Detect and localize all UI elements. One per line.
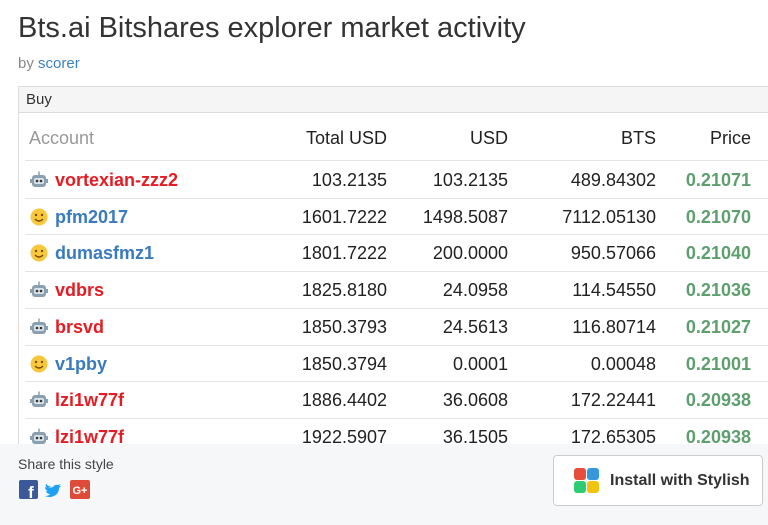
number-cell: 7112.05130 — [562, 206, 656, 227]
number-cell: 489.84302 — [570, 170, 656, 190]
author-link[interactable]: scorer — [38, 55, 80, 72]
price-cell: 0.21036 — [685, 280, 751, 301]
number-cell: 172.22441 — [570, 390, 656, 411]
price-cell: 0.20938 — [685, 426, 751, 447]
number-cell: 116.80714 — [572, 316, 656, 337]
number-cell: 24.0958 — [442, 280, 508, 301]
row-separator — [25, 417, 768, 419]
column-header: Total USD — [305, 128, 387, 148]
price-cell: 0.21027 — [685, 316, 751, 337]
column-header: USD — [469, 128, 508, 148]
row-separator — [25, 271, 768, 273]
robot-icon — [30, 391, 48, 408]
smiley-icon — [30, 355, 48, 372]
byline: by scorer — [18, 55, 80, 72]
column-header: Account — [29, 128, 95, 148]
row-separator — [25, 197, 768, 199]
account-name: vdbrs — [55, 280, 105, 301]
google-glyph: G+ — [73, 485, 88, 497]
column-header: Price — [709, 128, 751, 148]
share-label: Share this style — [18, 456, 114, 472]
robot-icon — [30, 281, 48, 298]
account-name: v1pby — [55, 353, 108, 374]
stylish-logo — [574, 468, 599, 493]
number-cell: 1850.3793 — [301, 316, 387, 337]
page-title: Bts.ai Bitshares explorer market activit… — [18, 12, 526, 44]
robot-icon — [30, 428, 48, 444]
install-label: Install with Stylish — [610, 472, 750, 489]
number-cell: 950.57066 — [570, 243, 656, 264]
row-separator — [25, 381, 768, 383]
number-cell: 0.0001 — [452, 353, 508, 374]
price-cell: 0.21040 — [685, 243, 751, 264]
account-name: pfm2017 — [55, 206, 129, 227]
number-cell: 36.1505 — [442, 426, 508, 447]
panel-title: Buy — [19, 87, 768, 113]
price-cell: 0.21071 — [685, 170, 751, 190]
row-separator — [25, 234, 768, 236]
account-name: lzi1w77f — [55, 426, 125, 447]
number-cell: 1498.5087 — [422, 206, 508, 227]
facebook-icon[interactable] — [19, 480, 38, 499]
row-separator — [25, 344, 768, 346]
number-cell: 24.5613 — [442, 316, 508, 337]
number-cell: 1801.7222 — [301, 243, 387, 264]
number-cell: 172.65305 — [570, 426, 656, 447]
number-cell: 36.0608 — [442, 390, 508, 411]
price-cell: 0.21070 — [685, 206, 751, 227]
number-cell: 200.0000 — [432, 243, 508, 264]
panel: Buy Account Total USD USD BTS Price vortexian… — [18, 86, 768, 448]
number-cell: 114.54550 — [572, 280, 656, 301]
account-name: lzi1w77f — [55, 390, 125, 411]
social-icons: f G+ — [19, 480, 90, 501]
number-cell: 103.2135 — [432, 170, 508, 190]
smiley-icon — [30, 244, 48, 262]
price-cell: 0.20938 — [685, 390, 751, 411]
row-separator — [25, 307, 768, 309]
smiley-icon — [30, 208, 48, 226]
number-cell: 1825.8180 — [301, 280, 387, 301]
number-cell: 0.00048 — [590, 353, 656, 374]
number-cell: 1922.5907 — [301, 426, 387, 447]
number-cell: 1850.3794 — [301, 353, 387, 374]
facebook-glyph: f — [28, 483, 34, 501]
number-cell: 103.2135 — [311, 170, 387, 190]
column-header: BTS — [620, 128, 656, 148]
twitter-icon[interactable] — [45, 484, 61, 497]
by-text: by — [18, 55, 34, 72]
robot-icon — [30, 171, 48, 187]
account-name: dumasfmz1 — [55, 243, 155, 264]
install-button[interactable]: Install with Stylish — [553, 455, 763, 506]
robot-icon — [30, 318, 48, 334]
number-cell: 1886.4402 — [301, 390, 387, 411]
google-icon[interactable] — [70, 480, 90, 499]
price-cell: 0.21001 — [685, 353, 751, 374]
account-name: vortexian-zzz2 — [55, 170, 179, 190]
header-separator — [25, 160, 768, 161]
number-cell: 1601.7222 — [301, 206, 387, 227]
account-name: brsvd — [55, 316, 105, 337]
